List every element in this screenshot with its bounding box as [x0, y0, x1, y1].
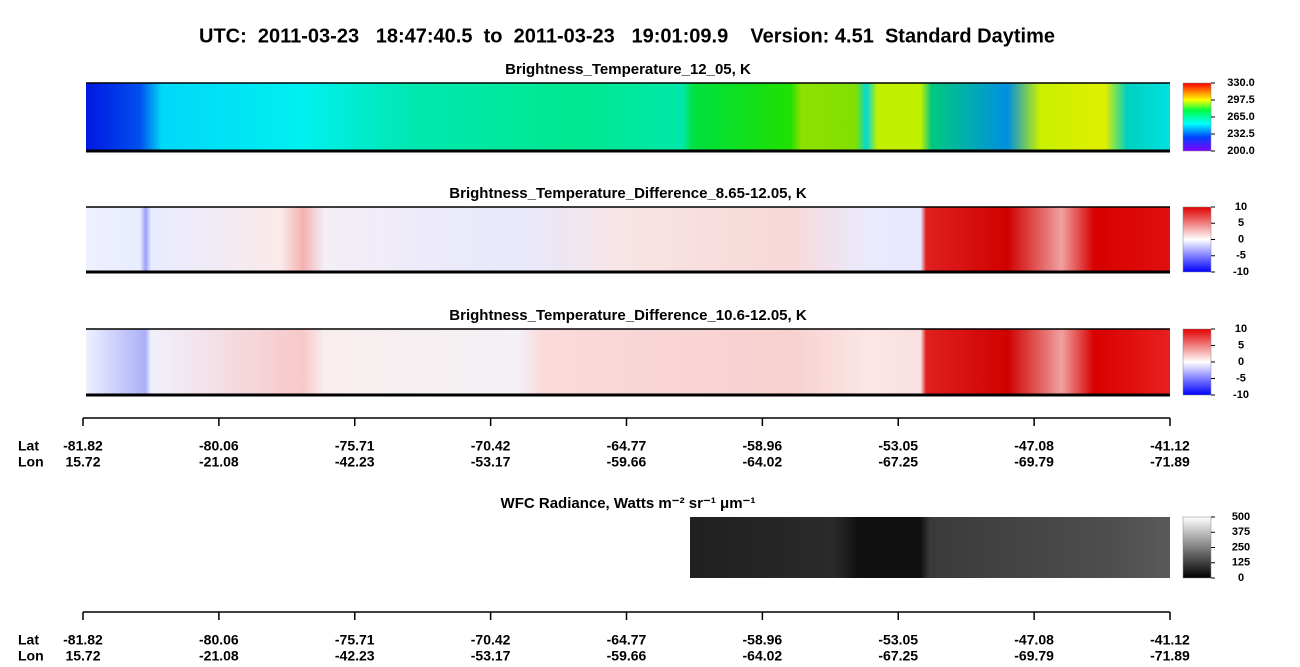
x-tick-label: -69.79 [1014, 454, 1054, 470]
heatmap-image [86, 83, 1170, 151]
colorbar [1182, 206, 1212, 273]
colorbar [1182, 328, 1212, 396]
colorbar-tick-label: -10 [1233, 389, 1249, 401]
axis-row-name: Lon [18, 648, 44, 664]
x-tick-label: -47.08 [1014, 632, 1054, 648]
x-tick-label: -64.02 [743, 454, 783, 470]
colorbar-tick-label: 5 [1238, 339, 1244, 351]
colorbar-tick-label: 5 [1238, 217, 1244, 229]
x-tick-label: -59.66 [607, 454, 647, 470]
page-title: UTC: 2011-03-23 18:47:40.5 to 2011-03-23… [199, 25, 1055, 47]
x-tick-label: -69.79 [1014, 648, 1054, 664]
x-tick-label: -53.05 [878, 438, 918, 454]
colorbar-tick-label: 265.0 [1227, 111, 1255, 123]
x-tick-label: -21.08 [199, 454, 239, 470]
x-tick-label: -80.06 [199, 632, 239, 648]
x-tick-label: -64.02 [743, 648, 783, 664]
axis-row-name: Lat [18, 632, 39, 648]
x-tick-label: -75.71 [335, 632, 375, 648]
x-tick-label: -53.05 [878, 632, 918, 648]
panel-title: Brightness_Temperature_Difference_8.65-1… [449, 185, 807, 202]
colorbar [1182, 82, 1212, 152]
colorbar-tick-label: 330.0 [1227, 77, 1255, 89]
colorbar-tick-label: -10 [1233, 266, 1249, 278]
x-tick-label: -41.12 [1150, 632, 1190, 648]
x-tick-label: -70.42 [471, 438, 511, 454]
panel-title: WFC Radiance, Watts m⁻² sr⁻¹ μm⁻¹ [501, 495, 756, 512]
x-tick-label: -41.12 [1150, 438, 1190, 454]
x-tick-label: -71.89 [1150, 454, 1190, 470]
x-tick-label: -42.23 [335, 454, 375, 470]
colorbar-tick-label: 250 [1232, 541, 1250, 553]
colorbar-tick-label: 297.5 [1227, 94, 1255, 106]
colorbar [1182, 516, 1212, 579]
colorbar-tick-label: 200.0 [1227, 145, 1255, 157]
x-tick-label: -58.96 [743, 632, 783, 648]
x-tick-label: -67.25 [878, 454, 918, 470]
colorbar-tick-label: 10 [1235, 201, 1247, 213]
x-tick-label: -75.71 [335, 438, 375, 454]
x-tick-label: -59.66 [607, 648, 647, 664]
x-tick-label: -81.82 [63, 632, 103, 648]
panel-title: Brightness_Temperature_12_05, K [505, 61, 751, 78]
colorbar-tick-label: 125 [1232, 557, 1250, 569]
x-tick-label: -21.08 [199, 648, 239, 664]
axis-row-name: Lat [18, 438, 39, 454]
x-tick-label: -67.25 [878, 648, 918, 664]
heatmap-image [690, 517, 1170, 578]
x-tick-label: -81.82 [63, 438, 103, 454]
x-tick-label: -64.77 [607, 438, 647, 454]
colorbar-tick-label: -5 [1236, 372, 1246, 384]
colorbar-tick-label: 0 [1238, 233, 1244, 245]
colorbar-tick-label: 0 [1238, 356, 1244, 368]
panel-title: Brightness_Temperature_Difference_10.6-1… [449, 307, 807, 324]
x-tick-label: 15.72 [65, 648, 100, 664]
colorbar-tick-label: 10 [1235, 323, 1247, 335]
x-tick-label: -53.17 [471, 454, 511, 470]
colorbar-tick-label: -5 [1236, 250, 1246, 262]
colorbar-tick-label: 0 [1238, 572, 1244, 584]
colorbar-tick-label: 375 [1232, 526, 1250, 538]
x-tick-label: -71.89 [1150, 648, 1190, 664]
heatmap-image [86, 329, 1170, 395]
x-tick-label: -58.96 [743, 438, 783, 454]
heatmap-image [86, 207, 1170, 272]
x-tick-label: -42.23 [335, 648, 375, 664]
x-tick-label: -80.06 [199, 438, 239, 454]
colorbar-tick-label: 500 [1232, 511, 1250, 523]
x-tick-label: -70.42 [471, 632, 511, 648]
x-tick-label: 15.72 [65, 454, 100, 470]
x-tick-label: -53.17 [471, 648, 511, 664]
axis-row-name: Lon [18, 454, 44, 470]
x-tick-label: -47.08 [1014, 438, 1054, 454]
x-tick-label: -64.77 [607, 632, 647, 648]
colorbar-tick-label: 232.5 [1227, 128, 1255, 140]
